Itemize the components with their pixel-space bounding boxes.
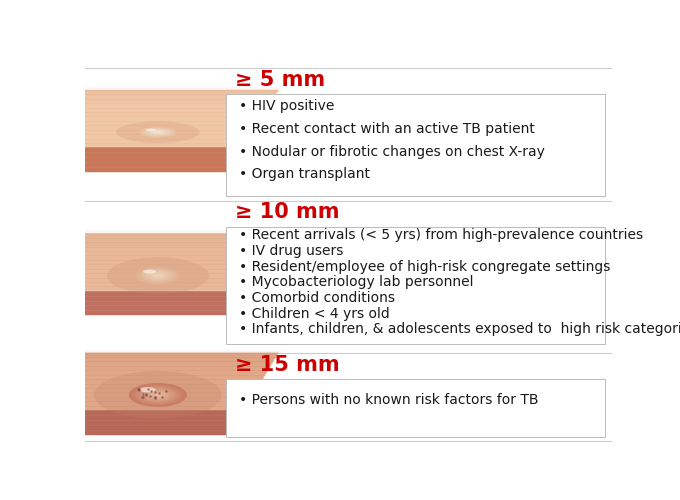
Ellipse shape	[140, 388, 175, 402]
Ellipse shape	[153, 393, 163, 397]
Ellipse shape	[148, 272, 168, 280]
Ellipse shape	[139, 387, 177, 403]
Text: • Nodular or fibrotic changes on chest X-ray: • Nodular or fibrotic changes on chest X…	[239, 144, 545, 158]
Text: • IV drug users: • IV drug users	[239, 244, 344, 258]
Ellipse shape	[154, 394, 161, 396]
Ellipse shape	[141, 388, 174, 402]
Text: • HIV positive: • HIV positive	[239, 100, 335, 114]
Ellipse shape	[150, 130, 165, 134]
Ellipse shape	[146, 271, 169, 280]
Ellipse shape	[141, 128, 175, 137]
Ellipse shape	[139, 127, 177, 138]
Text: • Recent contact with an active TB patient: • Recent contact with an active TB patie…	[239, 122, 535, 136]
Ellipse shape	[152, 130, 163, 134]
Ellipse shape	[156, 275, 159, 276]
Ellipse shape	[150, 272, 165, 279]
Text: ≥ 15 mm: ≥ 15 mm	[235, 354, 340, 374]
Ellipse shape	[146, 128, 171, 136]
Text: ≥ 10 mm: ≥ 10 mm	[235, 202, 340, 222]
Ellipse shape	[154, 132, 161, 133]
Polygon shape	[34, 90, 278, 148]
Ellipse shape	[116, 122, 199, 143]
Text: • Comorbid conditions: • Comorbid conditions	[239, 291, 395, 305]
Ellipse shape	[150, 130, 167, 134]
Text: • Mycobacteriology lab personnel: • Mycobacteriology lab personnel	[239, 276, 474, 289]
Ellipse shape	[147, 390, 169, 400]
Ellipse shape	[146, 128, 156, 131]
Ellipse shape	[146, 129, 169, 136]
Ellipse shape	[152, 130, 164, 134]
Ellipse shape	[153, 274, 163, 278]
Polygon shape	[34, 410, 245, 434]
Ellipse shape	[154, 131, 162, 134]
Ellipse shape	[150, 392, 166, 398]
Ellipse shape	[135, 386, 180, 404]
Ellipse shape	[139, 268, 177, 283]
Ellipse shape	[139, 387, 156, 392]
Polygon shape	[34, 291, 245, 315]
Ellipse shape	[129, 383, 187, 407]
Ellipse shape	[152, 273, 165, 278]
Ellipse shape	[152, 392, 165, 398]
FancyBboxPatch shape	[226, 226, 605, 344]
Ellipse shape	[135, 266, 181, 285]
Text: ≥ 5 mm: ≥ 5 mm	[235, 70, 325, 89]
Ellipse shape	[154, 274, 162, 277]
Ellipse shape	[141, 269, 175, 282]
Ellipse shape	[148, 130, 167, 135]
Ellipse shape	[156, 394, 159, 396]
Ellipse shape	[140, 268, 176, 283]
Text: • Children < 4 yrs old: • Children < 4 yrs old	[239, 306, 390, 320]
Polygon shape	[34, 234, 278, 291]
Ellipse shape	[145, 390, 171, 400]
Text: • Recent arrivals (< 5 yrs) from high-prevalence countries: • Recent arrivals (< 5 yrs) from high-pr…	[239, 228, 643, 242]
Text: • Organ transplant: • Organ transplant	[239, 168, 371, 181]
Ellipse shape	[143, 128, 173, 136]
Ellipse shape	[134, 385, 182, 405]
Ellipse shape	[131, 384, 185, 406]
Ellipse shape	[132, 384, 184, 406]
Ellipse shape	[142, 128, 173, 136]
Text: • Infants, children, & adolescents exposed to  high risk categories: • Infants, children, & adolescents expos…	[239, 322, 680, 336]
Polygon shape	[34, 148, 245, 172]
Ellipse shape	[140, 127, 175, 138]
Ellipse shape	[155, 274, 160, 276]
Ellipse shape	[143, 270, 156, 274]
Text: • Resident/employee of high-risk congregate settings: • Resident/employee of high-risk congreg…	[239, 260, 611, 274]
Ellipse shape	[148, 129, 169, 135]
Ellipse shape	[137, 268, 178, 284]
Ellipse shape	[94, 371, 222, 419]
Ellipse shape	[107, 257, 209, 294]
FancyBboxPatch shape	[226, 379, 605, 436]
Ellipse shape	[143, 389, 172, 401]
FancyBboxPatch shape	[226, 94, 605, 196]
Text: • Persons with no known risk factors for TB: • Persons with no known risk factors for…	[239, 393, 539, 407]
Ellipse shape	[149, 272, 167, 280]
Ellipse shape	[142, 270, 173, 282]
Ellipse shape	[145, 270, 171, 281]
Ellipse shape	[156, 132, 160, 133]
Ellipse shape	[136, 267, 180, 284]
Ellipse shape	[148, 391, 167, 399]
Ellipse shape	[143, 270, 172, 281]
Ellipse shape	[137, 386, 179, 404]
Polygon shape	[34, 352, 278, 410]
Ellipse shape	[144, 128, 171, 136]
